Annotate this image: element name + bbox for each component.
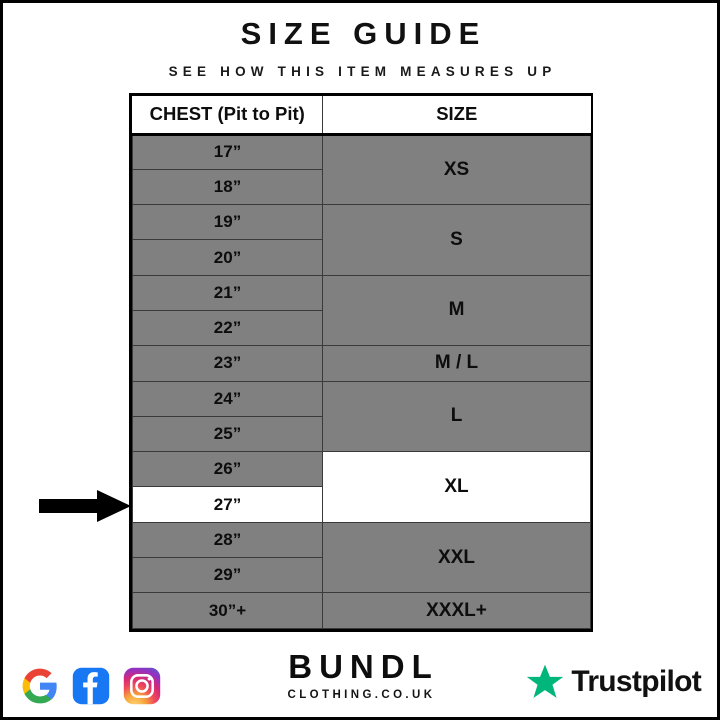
brand-name: BUNDL bbox=[288, 648, 439, 685]
brand-logo: BUNDL CLOTHING.CO.UK bbox=[281, 650, 438, 701]
social-links bbox=[21, 667, 161, 705]
table-header-row: CHEST (Pit to Pit) SIZE bbox=[132, 96, 591, 136]
chest-cell: 18” bbox=[132, 168, 323, 206]
chest-cell: 22” bbox=[132, 309, 323, 347]
table-row-highlighted: 26” XL bbox=[132, 451, 591, 523]
size-cell: XXXL+ bbox=[322, 592, 591, 629]
size-cell: XXL bbox=[322, 521, 591, 594]
size-cell-selected: XL bbox=[322, 451, 591, 523]
chest-cell: 29” bbox=[132, 557, 323, 594]
chest-cell: 30”+ bbox=[132, 592, 323, 629]
chest-cell: 24” bbox=[132, 380, 323, 417]
column-header-chest: CHEST (Pit to Pit) bbox=[132, 96, 323, 136]
google-icon[interactable] bbox=[21, 667, 59, 705]
chest-cell: 26” bbox=[132, 451, 323, 488]
table-body: 17” XS 18” 19” S 20” 21” M bbox=[132, 133, 591, 629]
chest-cell: 23” bbox=[132, 345, 323, 382]
table-row: 19” S bbox=[132, 204, 591, 276]
size-cell: M / L bbox=[322, 345, 591, 382]
size-cell: L bbox=[322, 380, 591, 453]
size-cell: XS bbox=[322, 133, 591, 206]
table-row: 20” bbox=[132, 239, 591, 276]
chest-cell: 19” bbox=[132, 204, 323, 241]
chest-cell: 21” bbox=[132, 274, 323, 311]
star-icon bbox=[526, 663, 564, 701]
table-row: 21” M bbox=[132, 274, 591, 347]
chest-cell: 28” bbox=[132, 521, 323, 559]
chest-cell: 17” bbox=[132, 133, 323, 170]
page-subtitle: SEE HOW THIS ITEM MEASURES UP bbox=[168, 64, 557, 80]
table-row: 24” L bbox=[132, 380, 591, 453]
chest-cell: 20” bbox=[132, 239, 323, 276]
column-header-size: SIZE bbox=[322, 96, 591, 136]
trustpilot-logo[interactable]: Trustpilot bbox=[526, 663, 702, 701]
header: SIZE GUIDE SEE HOW THIS ITEM MEASURES UP bbox=[3, 3, 717, 79]
table-row: 17” XS bbox=[132, 133, 591, 206]
table-row-highlighted: 27” bbox=[132, 486, 591, 523]
table-row: 30”+ XXXL+ bbox=[132, 592, 591, 629]
right-arrow-icon bbox=[39, 490, 131, 522]
instagram-icon[interactable] bbox=[123, 667, 161, 705]
size-table: CHEST (Pit to Pit) SIZE 17” XS 18” 19” S bbox=[132, 96, 591, 629]
size-cell: S bbox=[322, 204, 591, 276]
footer: BUNDL CLOTHING.CO.UK Trustpilot bbox=[3, 627, 717, 717]
table-row: 29” bbox=[132, 557, 591, 594]
size-cell: M bbox=[322, 274, 591, 347]
trustpilot-wordmark: Trustpilot bbox=[571, 665, 701, 698]
chest-cell: 25” bbox=[132, 415, 323, 453]
brand-subtitle: CLOTHING.CO.UK bbox=[287, 689, 436, 701]
table-row: 28” XXL bbox=[132, 521, 591, 594]
facebook-icon[interactable] bbox=[72, 667, 110, 705]
page-title: SIZE GUIDE bbox=[240, 16, 487, 51]
table-row: 25” bbox=[132, 415, 591, 453]
table-row: 23” M / L bbox=[132, 345, 591, 382]
table-row: 18” bbox=[132, 168, 591, 206]
size-table-container: CHEST (Pit to Pit) SIZE 17” XS 18” 19” S bbox=[129, 93, 593, 632]
chest-cell-selected: 27” bbox=[132, 486, 323, 523]
